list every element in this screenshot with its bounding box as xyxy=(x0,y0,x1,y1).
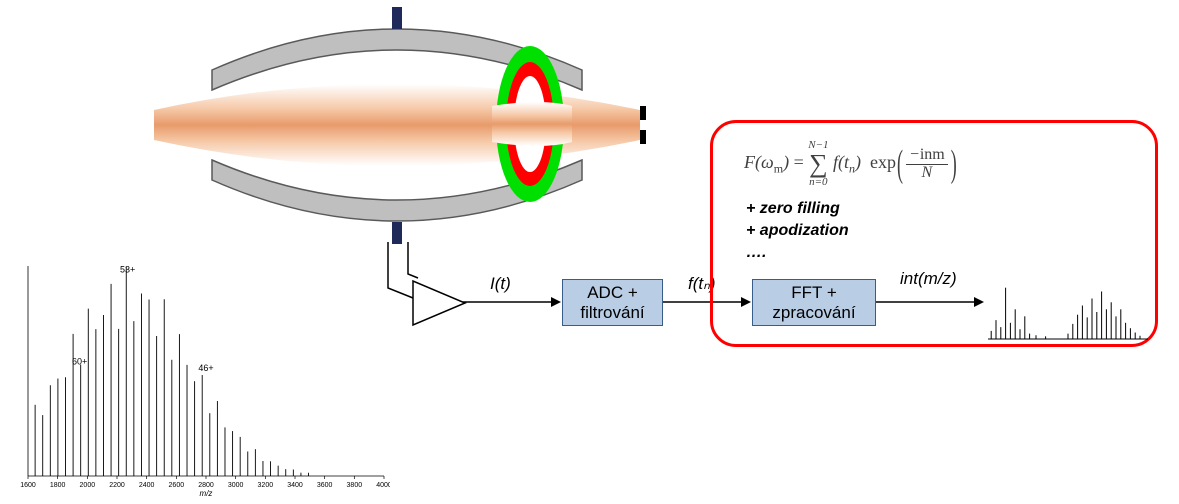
formula-m: m xyxy=(774,162,783,176)
fft-line1: FFT + xyxy=(753,283,875,303)
adc-line2: filtrování xyxy=(563,303,662,323)
signal-label-it: I(t) xyxy=(490,274,511,294)
formula-exp: exp xyxy=(870,152,896,172)
arrow-amp-adc xyxy=(463,294,563,314)
arrow-fft-spectrum xyxy=(876,294,986,314)
svg-text:2800: 2800 xyxy=(198,482,214,489)
svg-text:2000: 2000 xyxy=(80,482,96,489)
mass-spectrum: 1600 1800 2000 2200 2400 2600 2800 3000 3200 3400… xyxy=(10,258,390,498)
annot-ellipsis: …. xyxy=(746,244,766,262)
svg-text:2200: 2200 xyxy=(109,482,125,489)
svg-text:1800: 1800 xyxy=(50,482,66,489)
formula-f: f xyxy=(833,152,838,172)
svg-text:3000: 3000 xyxy=(228,482,244,489)
svg-text:60+: 60+ xyxy=(72,357,87,367)
svg-text:4000: 4000 xyxy=(376,482,390,489)
svg-text:1600: 1600 xyxy=(20,482,36,489)
formula-F: F xyxy=(744,152,755,172)
svg-text:2400: 2400 xyxy=(139,482,155,489)
svg-text:3200: 3200 xyxy=(258,482,274,489)
svg-text:m/z: m/z xyxy=(200,489,213,498)
fft-line2: zpracování xyxy=(753,303,875,323)
adc-line1: ADC + xyxy=(563,283,662,303)
formula-omega: ω xyxy=(761,152,774,172)
svg-text:3600: 3600 xyxy=(317,482,333,489)
adc-block: ADC + filtrování xyxy=(562,279,663,326)
inject-slot-top xyxy=(392,7,402,29)
svg-text:3800: 3800 xyxy=(347,482,363,489)
fft-block: FFT + zpracování xyxy=(752,279,876,326)
svg-text:3400: 3400 xyxy=(287,482,303,489)
output-spectrum xyxy=(988,280,1148,340)
signal-label-intmz: int(m/z) xyxy=(900,269,957,289)
amplifier xyxy=(410,278,470,328)
svg-text:46+: 46+ xyxy=(198,363,213,373)
svg-text:53+: 53+ xyxy=(120,264,135,274)
formula-frac: −inm N xyxy=(906,147,948,182)
orbitrap-diagram xyxy=(142,0,666,260)
svg-text:2600: 2600 xyxy=(169,482,185,489)
annot-zero-filling: + zero filling xyxy=(746,200,840,218)
annot-apodization: + apodization xyxy=(746,222,849,240)
fft-formula: F(ωm) = N−1 ∑ n=0 f(tn) exp( −inm N ) xyxy=(744,140,1124,188)
formula-sum: N−1 ∑ n=0 xyxy=(808,140,828,188)
